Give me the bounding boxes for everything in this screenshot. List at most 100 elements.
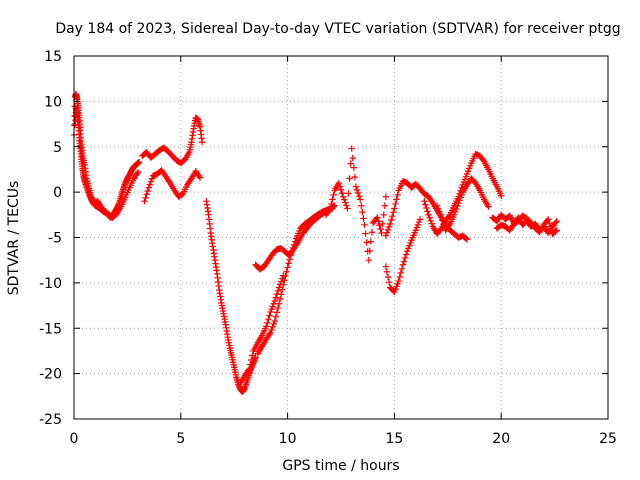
y-tick-label: 0 (53, 185, 62, 201)
data-point (363, 239, 370, 246)
series-arc-4b (252, 205, 336, 273)
data-point (263, 323, 270, 330)
data-point (382, 193, 390, 200)
series-arc-5 (322, 145, 390, 264)
data-point (544, 216, 552, 223)
data-point (433, 202, 441, 209)
chart-title: Day 184 of 2023, Sidereal Day-to-day VTE… (55, 21, 620, 37)
data-point (552, 219, 559, 226)
data-point (275, 300, 283, 307)
data-point (350, 164, 358, 171)
y-tick-label: 10 (44, 94, 62, 110)
data-point (146, 181, 154, 188)
data-point (271, 297, 278, 305)
x-tick-label: 15 (385, 431, 403, 447)
data-point (498, 192, 505, 199)
data-point (394, 191, 401, 199)
data-point (357, 196, 364, 203)
data-point (382, 232, 390, 239)
data-point (275, 284, 283, 291)
data-point (546, 219, 553, 227)
data-point (285, 260, 292, 267)
data-point (270, 320, 277, 328)
data-point (454, 202, 461, 210)
series-arc-4 (254, 202, 338, 357)
data-point (269, 323, 276, 331)
x-axis-label: GPS time / hours (282, 458, 399, 474)
data-point (437, 211, 444, 218)
y-tick-label: 15 (44, 49, 62, 65)
series-arc-6 (382, 216, 424, 296)
data-point (358, 202, 365, 209)
data-point (391, 205, 398, 212)
data-point (365, 256, 372, 264)
data-point (366, 247, 374, 255)
data-point (438, 214, 445, 221)
data-point (196, 174, 204, 181)
data-point (552, 227, 559, 235)
data-point (421, 198, 428, 205)
data-point (452, 208, 459, 216)
data-point (348, 145, 355, 152)
data-point (362, 230, 369, 237)
data-point (330, 191, 337, 199)
data-point (428, 220, 435, 227)
data-point (265, 315, 272, 323)
axis-ticks (73, 55, 609, 420)
data-point (416, 216, 424, 223)
data-point (351, 173, 359, 181)
data-point (401, 254, 409, 262)
data-point (453, 205, 460, 213)
x-tick-label: 5 (176, 431, 185, 447)
x-tick-label: 0 (70, 431, 79, 447)
series-arc-6b (382, 178, 471, 243)
data-point (389, 212, 396, 220)
data-point (141, 198, 148, 205)
data-point (383, 229, 391, 236)
data-point (381, 202, 388, 209)
data-point (264, 319, 271, 327)
data-point (327, 205, 334, 212)
data-point (390, 209, 397, 216)
data-point (402, 251, 410, 258)
data-point (349, 154, 356, 162)
data-point (274, 287, 282, 295)
data-point (134, 168, 142, 176)
data-point (142, 194, 149, 201)
data-point (335, 179, 343, 187)
data-point (426, 214, 433, 221)
y-tick-label: -5 (48, 231, 62, 247)
data-point (384, 226, 392, 233)
data-point (245, 365, 253, 373)
x-tick-label: 25 (599, 431, 617, 447)
grid (74, 56, 608, 419)
data-point (272, 294, 280, 301)
data-point (400, 258, 408, 265)
data-point (463, 236, 471, 243)
data-point (479, 156, 487, 164)
data-point (346, 175, 353, 182)
x-tick-labels: 0 5 10 15 20 25 (70, 431, 617, 447)
data-point (345, 190, 352, 197)
data-point (396, 273, 403, 281)
y-axis-label: SDTVAR / TECUs (6, 181, 22, 296)
data-point (377, 225, 384, 233)
data-point (427, 217, 434, 224)
y-tick-label: -20 (39, 367, 62, 383)
data-point (553, 227, 560, 234)
data-point (392, 200, 399, 208)
data-point (336, 183, 344, 190)
data-point (380, 211, 387, 219)
data-point (462, 235, 470, 242)
data-point (143, 191, 150, 198)
data-point (273, 291, 281, 298)
data-point (359, 208, 366, 216)
data-point (148, 175, 156, 182)
data-point (147, 178, 155, 185)
data-point (279, 275, 286, 282)
data-point (339, 193, 347, 200)
data-point (272, 313, 280, 320)
series-arc-1b (71, 105, 142, 221)
data-point (385, 278, 393, 286)
